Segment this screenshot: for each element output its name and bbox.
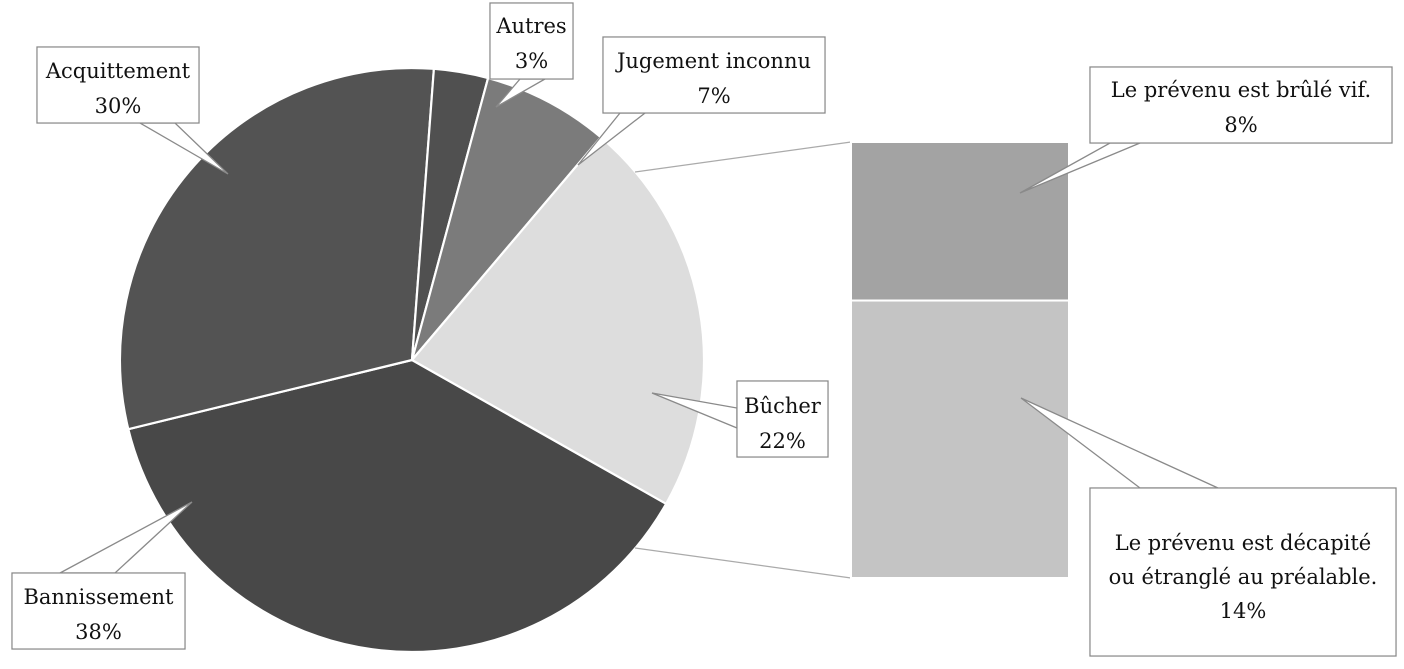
label-brule-vif-fill — [1090, 67, 1392, 143]
label-brule-vif: Le prévenu est brûlé vif. 8% — [1019, 66, 1393, 194]
pie-to-bar-connectors — [634, 141, 852, 579]
connector-top — [634, 141, 852, 173]
label-jugement-inconnu-value: 7% — [697, 84, 730, 108]
label-autres: Autres 3% — [489, 2, 574, 108]
label-bannissement-pointer — [59, 501, 193, 574]
label-decapite-etrangle-text: ou étranglé au préalable. — [1109, 565, 1378, 589]
bar-segment-le-prevenu-est-decapite-ou-etrangle-au-p — [850, 299, 1070, 579]
data-labels: Bannissement 38% Acquittement 30% Autres 3% Ju… — [11, 2, 1397, 657]
label-jugement-inconnu-text: Jugement inconnu — [615, 49, 811, 73]
label-brule-vif-text: Le prévenu est brûlé vif. — [1111, 78, 1371, 102]
label-acquittement: Acquittement 30% — [36, 46, 229, 175]
label-bucher-fill — [737, 381, 828, 457]
label-bucher: Bûcher 22% — [651, 380, 829, 458]
pie — [118, 66, 706, 654]
label-jugement-inconnu: Jugement inconnu 7% — [577, 36, 826, 166]
label-decapite-etrangle-value: 14% — [1220, 599, 1267, 623]
label-bannissement-fill — [12, 573, 185, 649]
label-autres-value: 3% — [515, 49, 548, 73]
label-jugement-inconnu-fill — [603, 37, 825, 113]
label-decapite-etrangle: Le prévenu est décapité ou étranglé au pr… — [1020, 397, 1397, 657]
label-acquittement-value: 30% — [95, 94, 142, 118]
label-decapite-etrangle-text: Le prévenu est décapité — [1115, 531, 1371, 555]
connector-bottom — [634, 547, 852, 579]
label-bannissement-value: 38% — [75, 620, 122, 644]
pie-slice-acquittement — [118, 66, 436, 431]
label-autres-text: Autres — [495, 14, 566, 38]
label-bucher-text: Bûcher — [744, 394, 822, 418]
breakdown-bar — [850, 141, 1070, 579]
label-bannissement-text: Bannissement — [23, 585, 174, 609]
label-bucher-value: 22% — [759, 429, 806, 453]
label-autres-fill — [490, 3, 573, 79]
label-bannissement: Bannissement 38% — [11, 501, 193, 650]
label-brule-vif-value: 8% — [1224, 113, 1257, 137]
label-acquittement-fill — [37, 47, 199, 123]
bar-segment-le-prevenu-est-brule-vif — [850, 141, 1070, 302]
label-decapite-etrangle-fill — [1090, 488, 1396, 656]
label-acquittement-text: Acquittement — [45, 59, 191, 83]
